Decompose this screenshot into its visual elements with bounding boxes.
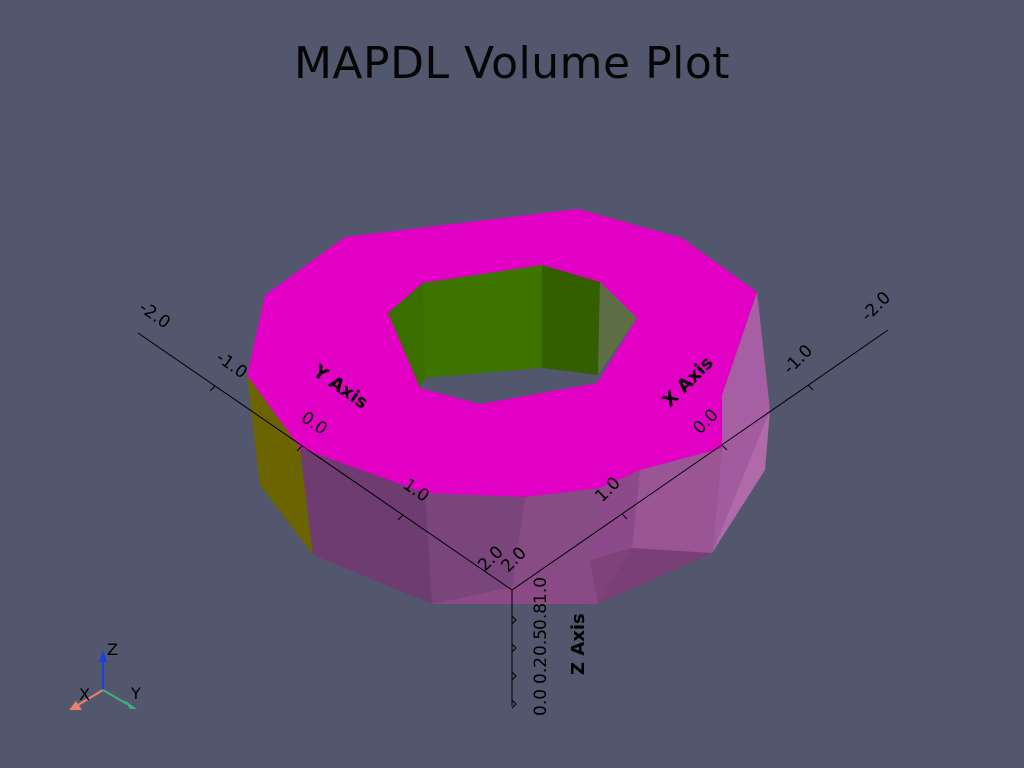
inner-wall	[388, 265, 637, 404]
outer-wall-facet	[722, 292, 770, 448]
outer-wall-facet	[712, 410, 770, 553]
x-tick-label: -1.0	[779, 341, 817, 379]
outer-wall-facet	[432, 587, 598, 604]
z-tick-label: 1.0	[531, 577, 551, 604]
outer-wall-facet	[425, 493, 525, 604]
inner-wall-facet	[388, 283, 425, 388]
z-tick-label: 0.5	[531, 629, 551, 656]
x-tick-label: -2.0	[857, 288, 895, 326]
inner-wall-facet	[598, 282, 637, 375]
inner-wall-facet	[423, 265, 542, 378]
outer-wall-facet	[300, 448, 432, 604]
orientation-y-axis	[102, 689, 128, 705]
z-axis: 0.0 0.2 0.5 0.8 1.0 Z Axis	[511, 577, 589, 716]
outer-wall-facet	[598, 548, 712, 604]
plot-title: MAPDL Volume Plot	[293, 38, 731, 89]
orientation-x-arrowhead	[69, 701, 82, 710]
orientation-x-label: X	[79, 685, 90, 704]
outer-wall-facet	[512, 488, 600, 587]
y-tick-label: -1.0	[212, 348, 251, 383]
outer-wall-facet	[512, 560, 598, 604]
z-tick-label: 0.8	[531, 603, 551, 630]
top-face	[247, 209, 757, 497]
orientation-x-axis	[77, 689, 104, 706]
y-tick-label: -2.0	[135, 298, 174, 333]
z-tick-label: 0.2	[531, 657, 551, 684]
outer-wall-facet	[590, 470, 640, 560]
orientation-y-label: Y	[130, 684, 141, 703]
orientation-y-arrowhead	[124, 700, 137, 709]
outer-wall-facet	[632, 448, 722, 553]
z-axis-title: Z Axis	[568, 613, 589, 675]
orientation-z-label: Z	[107, 640, 118, 659]
inner-wall-facet	[542, 265, 600, 375]
outer-wall-facet-yellow	[247, 375, 313, 555]
outer-wall	[247, 292, 770, 604]
outer-wall-facet	[590, 548, 632, 604]
orientation-widget[interactable]: Z X Y	[69, 640, 141, 710]
hole-opening	[420, 368, 598, 404]
orientation-z-arrowhead	[99, 651, 107, 662]
z-tick-label: 0.0	[531, 689, 551, 716]
